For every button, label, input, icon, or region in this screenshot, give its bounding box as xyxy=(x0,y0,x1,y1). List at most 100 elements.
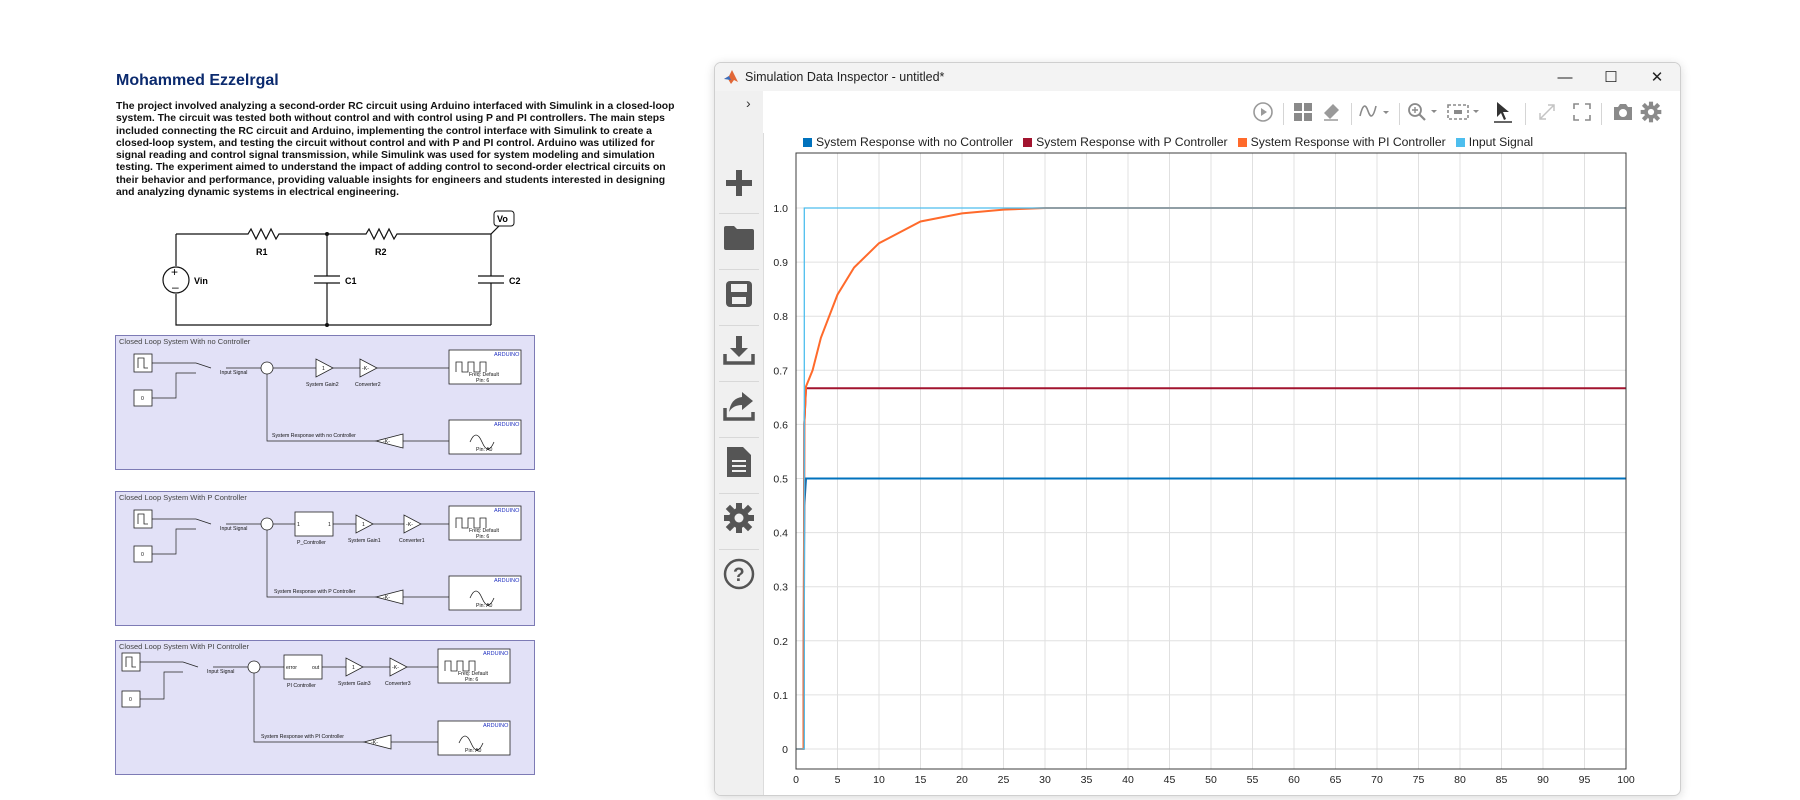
legend-swatch xyxy=(803,137,812,147)
gain-inner: 1 xyxy=(322,366,325,372)
x-tick-label: 80 xyxy=(1454,774,1466,786)
analog-pin: Pin: A0 xyxy=(465,748,482,754)
minimize-button[interactable]: — xyxy=(1557,68,1573,86)
author-name: Mohammed Ezzelrgal xyxy=(116,72,279,89)
pwm-header: ARDUINO xyxy=(494,508,520,514)
y-tick-label: 0.4 xyxy=(773,528,788,540)
settings-icon[interactable] xyxy=(1637,99,1665,125)
plus-icon[interactable] xyxy=(721,164,757,202)
pwm-line2: Pin: 6 xyxy=(476,534,489,540)
layout-grid-icon[interactable] xyxy=(1289,99,1317,125)
feedback-gain: -K- xyxy=(371,740,378,746)
share-icon[interactable] xyxy=(721,387,757,425)
download-icon[interactable] xyxy=(721,331,757,369)
y-tick-label: 0.3 xyxy=(773,582,788,594)
cursor-icon[interactable] xyxy=(1489,99,1517,125)
fit-view-icon[interactable] xyxy=(1445,99,1483,125)
analog-pin: Pin: A0 xyxy=(476,603,493,609)
chevron-right-icon[interactable]: › xyxy=(746,95,751,111)
legend-item[interactable]: System Response with PI Controller xyxy=(1237,135,1446,149)
x-tick-label: 90 xyxy=(1537,774,1549,786)
eraser-icon[interactable] xyxy=(1317,99,1345,125)
legend-item[interactable]: System Response with P Controller xyxy=(1023,135,1228,149)
block-diagram: 0 Input Signal 1 System Gain2 -K- Conver… xyxy=(133,349,522,455)
gear-icon[interactable] xyxy=(721,499,757,537)
document-icon[interactable] xyxy=(721,443,757,481)
converter-inner: -K- xyxy=(406,522,413,528)
legend-swatch xyxy=(1023,137,1033,147)
maximize-button[interactable]: ☐ xyxy=(1604,69,1618,86)
analog-pin: Pin: A0 xyxy=(476,447,493,453)
legend-swatch xyxy=(1237,137,1247,147)
y-tick-label: 0 xyxy=(782,744,788,756)
save-icon[interactable] xyxy=(721,275,757,313)
feedback-gain: -K- xyxy=(383,439,390,445)
camera-icon[interactable] xyxy=(1609,99,1637,125)
title-bar[interactable]: Simulation Data Inspector - untitled* — … xyxy=(715,63,1680,91)
x-tick-label: 30 xyxy=(1039,774,1051,786)
x-tick-label: 50 xyxy=(1205,774,1217,786)
block-diagram: 0 Input Signal error out PI Controller 1… xyxy=(121,648,511,756)
x-tick-label: 100 xyxy=(1617,774,1635,786)
legend-label: System Response with PI Controller xyxy=(1250,135,1446,149)
signal-style-icon[interactable] xyxy=(1357,99,1393,125)
converter-label: Converter1 xyxy=(399,538,425,544)
switch-label: Input Signal xyxy=(220,370,247,376)
zoom-icon[interactable] xyxy=(1405,99,1441,125)
diagram-title: Closed Loop System With PI Controller xyxy=(119,642,250,651)
x-tick-label: 55 xyxy=(1247,774,1259,786)
controller-label: PI Controller xyxy=(287,683,316,689)
simulink-diagram-pi-controller: Closed Loop System With PI Controller 0 … xyxy=(115,640,535,775)
y-tick-label: 0.2 xyxy=(773,636,788,648)
switch-label: Input Signal xyxy=(207,669,234,675)
controller-left-port: 1 xyxy=(297,522,300,528)
expand-icon[interactable] xyxy=(1533,99,1561,125)
x-tick-label: 20 xyxy=(956,774,968,786)
signal-plot[interactable]: 0 5 10 15 20 25 30 35 40 45 50 55 60 65 70 75 80 85 90 95 10… xyxy=(715,63,1680,795)
rc-circuit-diagram: + – R1 R2 C1 C2 Vin Vo xyxy=(162,210,521,327)
legend-item[interactable]: System Response with no Controller xyxy=(803,135,1013,149)
svg-text:?: ? xyxy=(733,565,745,586)
pwm-line1: Freq: Default xyxy=(469,372,500,378)
controller-label: P_Controller xyxy=(297,540,326,546)
feedback-label: System Response with no Controller xyxy=(272,433,356,439)
pwm-line1: Freq: Default xyxy=(458,671,489,677)
window-title: Simulation Data Inspector - untitled* xyxy=(745,70,945,84)
x-tick-label: 45 xyxy=(1164,774,1176,786)
x-tick-label: 60 xyxy=(1288,774,1300,786)
pwm-line2: Pin: 6 xyxy=(476,378,489,384)
help-icon[interactable]: ? xyxy=(721,555,757,593)
diagram-title: Closed Loop System With P Controller xyxy=(119,493,247,502)
x-tick-label: 35 xyxy=(1081,774,1093,786)
play-icon[interactable] xyxy=(1249,99,1277,125)
analog-header: ARDUINO xyxy=(483,723,509,729)
close-button[interactable]: ✕ xyxy=(1650,69,1664,86)
x-tick-label: 85 xyxy=(1496,774,1508,786)
capacitor-c1-label: C1 xyxy=(345,276,357,286)
folder-icon[interactable] xyxy=(721,219,757,257)
legend-label: System Response with no Controller xyxy=(816,135,1014,149)
pwm-line1: Freq: Default xyxy=(469,528,500,534)
controller-right-port: out xyxy=(312,665,320,671)
x-tick-label: 70 xyxy=(1371,774,1383,786)
y-tick-label: 0.7 xyxy=(773,365,788,377)
x-tick-label: 40 xyxy=(1122,774,1134,786)
project-description: The project involved analyzing a second-… xyxy=(116,101,675,199)
controller-right-port: 1 xyxy=(328,522,331,528)
svg-text:–: – xyxy=(172,280,179,294)
const-zero: 0 xyxy=(141,396,144,402)
y-tick-label: 0.6 xyxy=(773,419,788,431)
svg-text:+: + xyxy=(171,265,178,279)
output-vo-label: Vo xyxy=(497,214,508,224)
fullscreen-icon[interactable] xyxy=(1568,99,1596,125)
legend-item[interactable]: Input Signal xyxy=(1455,135,1533,149)
x-tick-label: 10 xyxy=(873,774,885,786)
simulink-diagram-no-controller: Closed Loop System With no Controller 0 … xyxy=(115,335,535,470)
feedback-label: System Response with P Controller xyxy=(274,589,356,595)
x-tick-label: 75 xyxy=(1413,774,1425,786)
gain-inner: 1 xyxy=(362,522,365,528)
analog-header: ARDUINO xyxy=(494,422,520,428)
legend-label: System Response with P Controller xyxy=(1036,135,1228,149)
const-zero: 0 xyxy=(129,697,132,703)
analog-header: ARDUINO xyxy=(494,578,520,584)
